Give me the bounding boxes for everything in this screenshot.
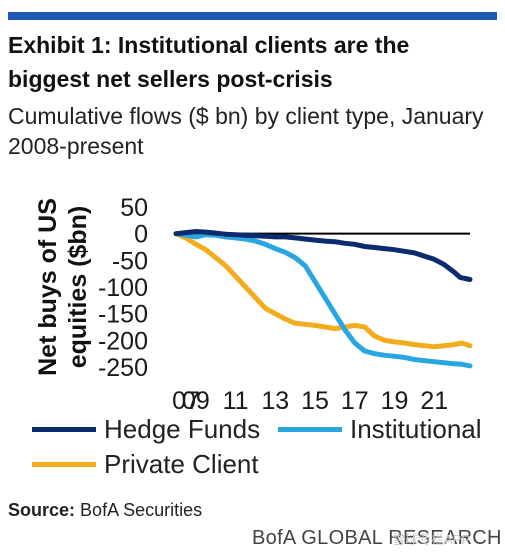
exhibit-title: Exhibit 1: Institutional clients are the… <box>8 32 410 92</box>
series-line-private-client <box>173 231 473 350</box>
series-line-hedge-funds <box>173 229 473 282</box>
chart-legend: Hedge Funds Institutional Private Client <box>0 414 505 484</box>
x-tick-label: 21 <box>420 387 448 415</box>
x-tick-label: 11 <box>223 387 249 415</box>
legend-item-private-client: Private Client <box>32 449 259 479</box>
legend-item-hedge-funds: Hedge Funds <box>32 414 260 444</box>
x-tick-label: 19 <box>381 387 409 415</box>
y-tick-label: -100 <box>98 274 148 302</box>
y-tick-label: -250 <box>98 354 148 382</box>
series-line-institutional <box>173 231 473 369</box>
legend-swatch-institutional <box>278 426 342 432</box>
y-axis-title-line-1: Net buys of US <box>34 198 62 376</box>
x-tick-label: 13 <box>261 387 289 415</box>
y-axis-title: Net buys of USequities ($bn) <box>34 198 92 376</box>
legend-swatch-hedge-funds <box>32 426 96 432</box>
legend-label-institutional: Institutional <box>350 414 482 444</box>
x-tick-label: 17 <box>341 387 369 415</box>
legend-item-institutional: Institutional <box>278 414 482 444</box>
footer-brand: BofA GLOBAL RESEARCH <box>252 527 502 549</box>
source-label: Source: <box>8 500 76 520</box>
y-tick-label: 50 <box>120 194 148 222</box>
y-tick-label: -200 <box>98 327 148 355</box>
y-tick-label: -150 <box>98 301 148 329</box>
y-axis-title-line-2: equities ($bn) <box>64 206 92 369</box>
watermark: 雪球专栏APP <box>392 532 471 547</box>
x-tick-label: 15 <box>301 387 329 415</box>
source-text: BofA Securities <box>80 500 203 520</box>
exhibit-subtitle: Cumulative flows ($ bn) by client type, … <box>8 103 484 159</box>
y-tick-label: 0 <box>134 221 148 249</box>
legend-label-private-client: Private Client <box>104 449 259 479</box>
legend-swatch-private-client <box>32 461 96 467</box>
x-tick-label: 09 <box>182 387 210 415</box>
x-tick-label: 07 <box>172 387 200 415</box>
source-note: Source: BofA Securities <box>8 500 202 521</box>
y-tick-label: -50 <box>112 247 148 275</box>
top-accent-bar <box>8 12 497 20</box>
legend-label-hedge-funds: Hedge Funds <box>104 414 261 444</box>
